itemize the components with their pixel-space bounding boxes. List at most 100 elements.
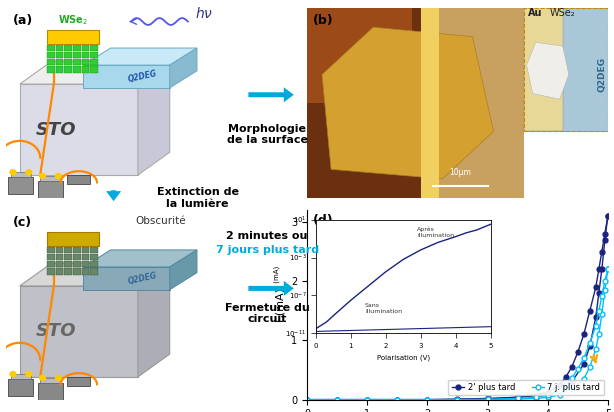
Bar [64, 66, 72, 73]
Bar [82, 247, 89, 253]
Text: WSe$_2$: WSe$_2$ [58, 13, 88, 27]
2' plus tard [586, 344, 594, 349]
7 j. plus tard [586, 365, 594, 370]
Bar [64, 261, 72, 267]
Text: (d): (d) [313, 214, 333, 227]
Circle shape [55, 375, 61, 380]
Bar [73, 59, 80, 66]
Text: 10μm: 10μm [449, 168, 472, 177]
Bar [47, 30, 99, 44]
Text: Morphologie
de la surface: Morphologie de la surface [227, 124, 308, 145]
Bar [41, 378, 61, 383]
Polygon shape [84, 48, 197, 65]
Polygon shape [84, 250, 197, 267]
Bar [56, 261, 63, 267]
Circle shape [39, 375, 45, 380]
Bar [10, 374, 31, 379]
Bar [90, 247, 98, 253]
2' plus tard [514, 395, 521, 400]
7 j. plus tard [303, 397, 311, 402]
2' plus tard [595, 290, 602, 295]
Bar [82, 66, 89, 73]
Text: (c): (c) [13, 216, 32, 229]
Text: 7 jours plus tard: 7 jours plus tard [216, 245, 319, 255]
Bar [73, 52, 80, 58]
Bar [90, 66, 98, 73]
Bar [56, 254, 63, 260]
7 j. plus tard [333, 397, 341, 402]
Bar [56, 45, 63, 51]
7 j. plus tard [484, 397, 491, 402]
7 j. plus tard [454, 397, 461, 402]
Polygon shape [138, 61, 169, 175]
2' plus tard [454, 397, 461, 402]
2' plus tard [568, 379, 575, 384]
2' plus tard [363, 397, 371, 402]
Legend: 2' plus tard, 7 j. plus tard: 2' plus tard, 7 j. plus tard [448, 380, 604, 396]
Bar [82, 59, 89, 66]
Text: STO: STO [36, 121, 76, 138]
Bar [47, 261, 55, 267]
Bar [41, 176, 61, 181]
Bar [73, 66, 80, 73]
Bar [47, 247, 55, 253]
2' plus tard [592, 314, 599, 319]
Bar [64, 45, 72, 51]
2' plus tard [424, 397, 431, 402]
Bar [90, 52, 98, 58]
7 j. plus tard [544, 395, 551, 400]
Circle shape [26, 372, 32, 377]
Bar [90, 45, 98, 51]
Bar [64, 247, 72, 253]
Bar [64, 59, 72, 66]
Text: Q2DEG: Q2DEG [127, 271, 158, 286]
2' plus tard [303, 397, 311, 402]
2' plus tard [601, 237, 608, 242]
Polygon shape [20, 263, 169, 286]
Text: $h\nu$: $h\nu$ [195, 7, 213, 21]
Bar [68, 377, 90, 386]
Bar [9, 177, 33, 194]
2' plus tard [484, 396, 491, 401]
2' plus tard [580, 362, 588, 367]
7 j. plus tard [514, 397, 521, 402]
Bar [47, 59, 55, 66]
7 j. plus tard [595, 332, 602, 337]
2' plus tard [556, 388, 564, 393]
Bar [64, 268, 72, 274]
Bar [73, 45, 80, 51]
Text: 2 minutes ou: 2 minutes ou [227, 231, 308, 241]
Bar [56, 66, 63, 73]
Bar [47, 52, 55, 58]
Text: WSe₂: WSe₂ [550, 8, 575, 18]
Text: Extinction de
la lumière: Extinction de la lumière [157, 187, 239, 209]
Text: Fermeture du
circuit: Fermeture du circuit [225, 303, 309, 324]
Text: Au: Au [529, 8, 543, 18]
Bar [68, 175, 90, 185]
Bar [47, 66, 55, 73]
7 j. plus tard [532, 396, 539, 401]
Polygon shape [169, 48, 197, 88]
Bar [524, 8, 608, 131]
Circle shape [10, 372, 16, 377]
Bar [47, 268, 55, 274]
Polygon shape [20, 286, 138, 377]
Bar [90, 59, 98, 66]
Bar [307, 8, 524, 198]
Bar [421, 8, 440, 198]
7 j. plus tard [556, 392, 564, 397]
Line: 2' plus tard: 2' plus tard [305, 213, 610, 402]
Bar [47, 254, 55, 260]
7 j. plus tard [592, 347, 599, 352]
7 j. plus tard [580, 377, 588, 382]
Bar [73, 247, 80, 253]
Bar [73, 268, 80, 274]
7 j. plus tard [604, 267, 612, 272]
Bar [47, 45, 55, 51]
Bar [9, 379, 33, 396]
Bar [38, 181, 63, 198]
7 j. plus tard [601, 288, 608, 293]
Text: Q2DEG: Q2DEG [597, 57, 607, 92]
Line: 7 j. plus tard: 7 j. plus tard [305, 267, 610, 402]
Bar [10, 172, 31, 177]
